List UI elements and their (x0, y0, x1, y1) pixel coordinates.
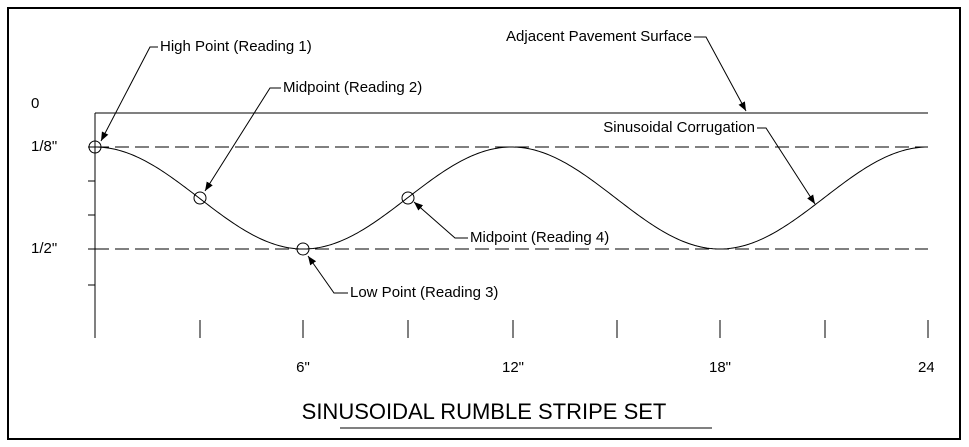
annotation: Midpoint (Reading 2) (283, 79, 422, 96)
leader (100, 46, 158, 142)
leader (307, 255, 348, 294)
x-label: 12" (502, 359, 524, 376)
annotation: Midpoint (Reading 4) (470, 229, 609, 246)
x-ticks (94, 320, 929, 338)
y-label: 0 (31, 95, 39, 112)
leader (413, 201, 468, 239)
crop-mask (934, 355, 958, 383)
y-label: 1/8" (31, 138, 57, 155)
sine-wave (94, 146, 928, 250)
x-label: 18" (709, 359, 731, 376)
y-label: 1/2" (31, 240, 57, 257)
reading-points (88, 140, 415, 256)
annotation: High Point (Reading 1) (160, 38, 312, 55)
annotation: Adjacent Pavement Surface (506, 28, 692, 45)
x-label: 24 (918, 359, 935, 376)
annotation: Sinusoidal Corrugation (603, 119, 755, 136)
title: SINUSOIDAL RUMBLE STRIPE SET (302, 399, 667, 424)
leader (204, 87, 281, 192)
point (296, 242, 310, 256)
point (88, 140, 102, 154)
frame (7, 7, 961, 440)
x-label: 6" (296, 359, 310, 376)
y-ticks (88, 146, 95, 286)
leader (757, 127, 816, 205)
point (193, 191, 207, 205)
annotation: Low Point (Reading 3) (350, 284, 498, 301)
point (401, 191, 415, 205)
leader (694, 36, 747, 112)
